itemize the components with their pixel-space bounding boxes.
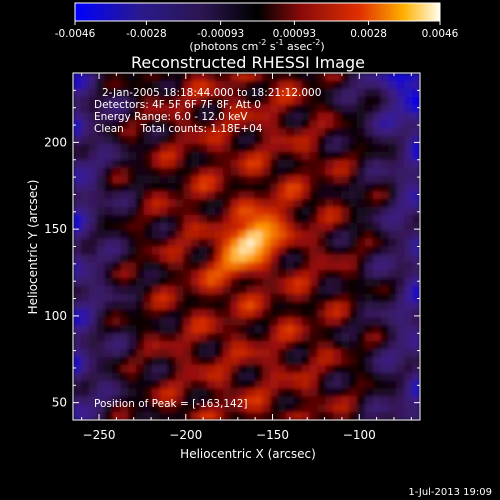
colorbar-tick-label: -0.0028: [126, 28, 167, 40]
x-tick-label: −100: [343, 428, 376, 442]
y-axis-label: Heliocentric Y (arcsec): [26, 180, 40, 315]
x-axis-label: Heliocentric X (arcsec): [180, 447, 316, 461]
colorbar-tick-label: 0.0046: [422, 28, 459, 40]
x-tick-label: −150: [256, 428, 289, 442]
colorbar: [74, 2, 441, 22]
footer-timestamp: 1-Jul-2013 19:09: [408, 487, 492, 498]
unit-sup-3: -2: [312, 38, 320, 47]
unit-sup-2: -1: [276, 38, 284, 47]
unit-part-1: (photons cm: [189, 40, 258, 53]
unit-sup-1: -2: [258, 38, 266, 47]
chart-title: Reconstructed RHESSI Image: [131, 53, 365, 72]
annotation-time-range: 2-Jan-2005 18:18:44.000 to 18:21:12.000: [102, 87, 321, 99]
x-tick-label: −200: [169, 428, 202, 442]
y-tick-label: 100: [44, 309, 67, 323]
colorbar-ticks: -0.0046 -0.0028 -0.00093 0.00093 0.0028 0.004…: [55, 21, 459, 40]
annotation-peak-position: Position of Peak = [-163,142]: [94, 398, 248, 410]
y-tick-label: 200: [44, 135, 67, 149]
colorbar-tick-label: 0.00093: [273, 28, 316, 40]
unit-part-2: s: [266, 40, 275, 53]
unit-part-3: asec: [284, 40, 313, 53]
annotation-energy-range: Energy Range: 6.0 - 12.0 keV: [94, 111, 248, 123]
x-tick-label: −250: [83, 428, 116, 442]
y-tick-label: 150: [44, 222, 67, 236]
colorbar-tick-label: -0.00093: [197, 28, 244, 40]
heatmap-image: [73, 73, 420, 420]
unit-part-4: ): [320, 40, 324, 53]
y-tick-label: 50: [52, 396, 67, 410]
axes: −250 −200 −150 −100 50 100 150 200: [44, 72, 420, 442]
colorbar-unit-label: (photons cm-2 s-1 asec-2): [189, 38, 324, 53]
annotation-detectors: Detectors: 4F 5F 6F 7F 8F, Att 0: [94, 99, 261, 111]
annotation-clean-counts: Clean Total counts: 1.18E+04: [94, 123, 263, 135]
colorbar-tick-label: -0.0046: [55, 28, 96, 40]
colorbar-tick-label: 0.0028: [350, 28, 387, 40]
